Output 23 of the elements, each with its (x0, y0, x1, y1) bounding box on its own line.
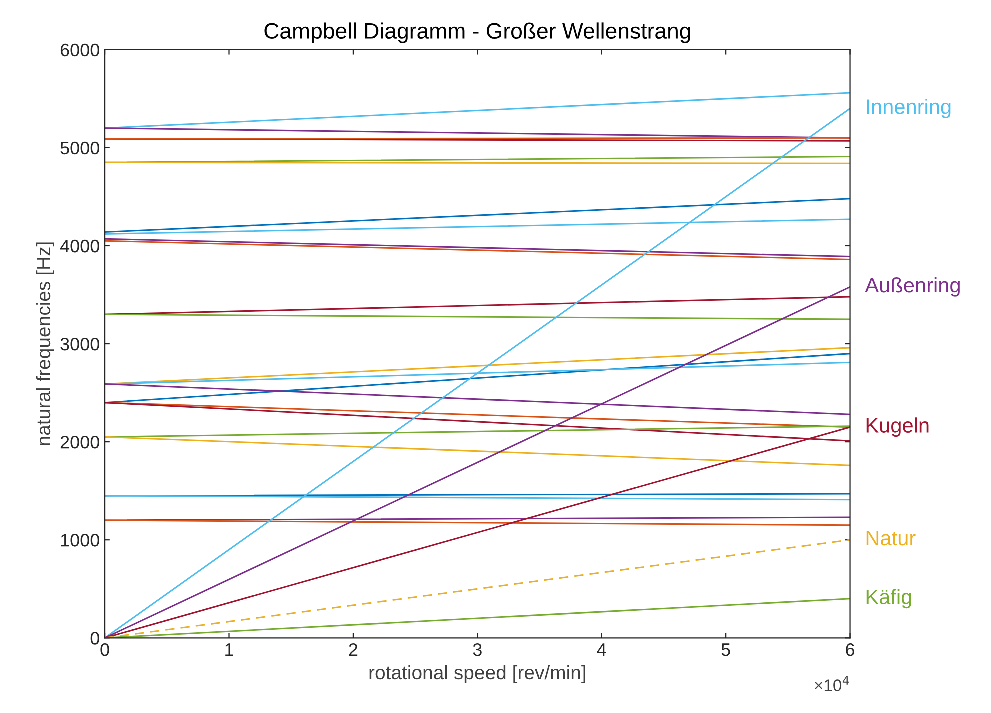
series-label: Käfig (866, 589, 912, 609)
y-tick-label: 4000 (60, 240, 100, 253)
series-label: Außenring (865, 277, 960, 297)
y-tick-label: 5000 (60, 142, 100, 155)
x-tick-label: 6 (846, 643, 855, 656)
x-tick-label: 3 (473, 643, 482, 656)
chart-title: Campbell Diagramm - Großer Wellenstrang (264, 22, 690, 44)
text: ×10$^{4}$ (815, 676, 850, 692)
y-axis-title: natural frequencies [Hz] (36, 242, 54, 446)
x-tick-label: 2 (349, 643, 358, 656)
series-label: Kugeln (866, 418, 929, 438)
y-tick-label: 6000 (60, 44, 100, 57)
x-tick-label: 5 (722, 644, 730, 656)
series-label: Innenring (867, 99, 951, 118)
y-tick-label: 1000 (61, 534, 100, 547)
x-tick-label: 0 (100, 643, 110, 656)
y-tick-label: 0 (90, 632, 100, 645)
x-axis-title: rotational speed [rev/min] (370, 665, 586, 684)
x-tick-label: 4 (597, 644, 606, 656)
x-tick-label: 1 (226, 644, 234, 656)
y-tick-label: 3000 (60, 338, 100, 351)
y-tick-label: 2000 (60, 436, 100, 449)
series-label: Natur (866, 531, 916, 546)
